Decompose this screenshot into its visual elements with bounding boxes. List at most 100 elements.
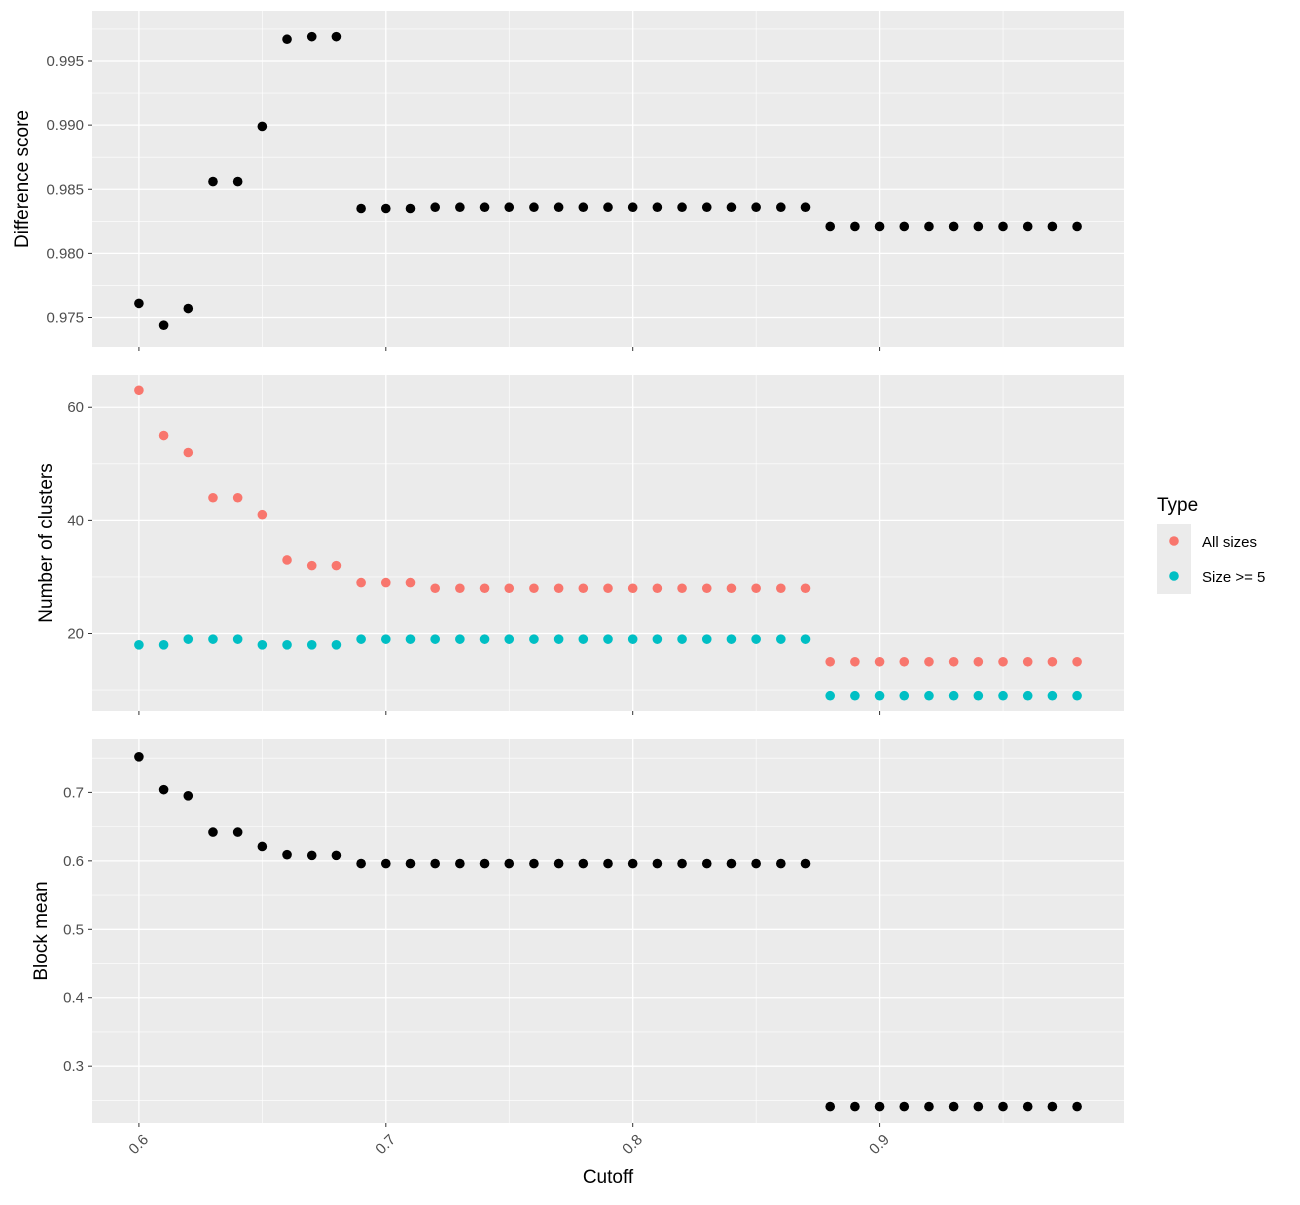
data-point bbox=[331, 560, 342, 571]
data-point bbox=[924, 690, 934, 701]
data-point bbox=[232, 634, 243, 644]
data-point bbox=[553, 634, 564, 644]
data-point bbox=[455, 202, 465, 213]
data-point bbox=[751, 583, 761, 594]
data-point bbox=[208, 827, 218, 837]
data-point bbox=[1047, 1101, 1058, 1112]
y-tick-label: 20 bbox=[67, 626, 84, 643]
legend-key-point bbox=[1169, 571, 1179, 581]
data-point bbox=[504, 583, 515, 594]
y-axis-title: Difference score bbox=[12, 110, 33, 248]
data-point bbox=[726, 634, 737, 644]
data-point bbox=[825, 656, 836, 667]
legend-key-point bbox=[1169, 536, 1179, 546]
data-point bbox=[776, 634, 786, 644]
data-point bbox=[134, 751, 144, 762]
data-point bbox=[850, 656, 860, 667]
data-point bbox=[899, 1101, 910, 1112]
data-point bbox=[1047, 656, 1058, 667]
data-point bbox=[973, 690, 984, 701]
data-point bbox=[924, 1101, 934, 1112]
data-point bbox=[1047, 690, 1058, 701]
x-tick-label: 0.6 bbox=[125, 1131, 152, 1158]
data-point bbox=[899, 221, 910, 232]
data-point bbox=[529, 858, 539, 869]
data-point bbox=[627, 202, 638, 213]
data-point bbox=[652, 634, 663, 644]
data-point bbox=[405, 577, 416, 588]
data-point bbox=[479, 634, 490, 644]
data-point bbox=[1072, 1101, 1082, 1112]
data-point bbox=[183, 447, 194, 458]
data-point bbox=[504, 202, 515, 213]
data-point bbox=[948, 690, 959, 701]
data-point bbox=[232, 492, 243, 503]
data-point bbox=[800, 583, 811, 594]
data-point bbox=[800, 202, 811, 213]
y-tick-label: 0.6 bbox=[63, 853, 84, 870]
data-point bbox=[899, 690, 910, 701]
data-point bbox=[380, 577, 391, 588]
data-point bbox=[356, 577, 366, 588]
data-point bbox=[529, 583, 539, 594]
data-point bbox=[973, 656, 984, 667]
data-point bbox=[924, 656, 934, 667]
panel-3: 0.3 0.4 0.5 0.6 0.7 Block mean bbox=[31, 739, 1124, 1127]
y-tick-label: 0.4 bbox=[63, 990, 84, 1007]
data-point bbox=[701, 583, 712, 594]
data-point bbox=[455, 858, 465, 869]
data-point bbox=[874, 1101, 885, 1112]
data-point bbox=[208, 492, 218, 503]
data-point bbox=[924, 221, 934, 232]
data-point bbox=[430, 583, 440, 594]
data-point bbox=[282, 34, 292, 45]
data-point bbox=[603, 202, 613, 213]
data-point bbox=[652, 858, 663, 869]
data-point bbox=[158, 430, 169, 441]
data-point bbox=[874, 656, 885, 667]
data-point bbox=[405, 858, 416, 869]
data-point bbox=[800, 634, 811, 644]
data-point bbox=[208, 176, 218, 187]
data-point bbox=[306, 850, 317, 861]
data-point bbox=[652, 583, 663, 594]
data-point bbox=[850, 690, 860, 701]
data-point bbox=[874, 221, 885, 232]
data-point bbox=[652, 202, 663, 213]
data-point bbox=[405, 203, 416, 214]
data-point bbox=[455, 634, 465, 644]
data-point bbox=[726, 583, 737, 594]
y-tick-label: 0.980 bbox=[46, 245, 84, 262]
data-point bbox=[1047, 221, 1058, 232]
data-point bbox=[356, 203, 366, 214]
data-point bbox=[677, 202, 687, 213]
series-points bbox=[134, 385, 1082, 667]
data-point bbox=[134, 640, 144, 650]
data-point bbox=[603, 858, 613, 869]
data-point bbox=[677, 583, 687, 594]
data-point bbox=[553, 858, 564, 869]
data-point bbox=[603, 583, 613, 594]
data-point bbox=[331, 850, 342, 861]
data-point bbox=[479, 202, 490, 213]
series-points bbox=[134, 751, 1082, 1112]
data-point bbox=[331, 31, 342, 42]
data-point bbox=[701, 858, 712, 869]
panel-1: 0.975 0.980 0.985 0.990 0.995 Difference scor… bbox=[12, 11, 1124, 351]
data-point bbox=[282, 640, 292, 650]
data-point bbox=[356, 858, 366, 869]
panel-background bbox=[92, 739, 1124, 1123]
data-point bbox=[751, 858, 761, 869]
data-point bbox=[158, 640, 169, 650]
y-tick-label: 0.990 bbox=[46, 117, 84, 134]
data-point bbox=[874, 690, 885, 701]
series-points bbox=[134, 31, 1082, 330]
data-point bbox=[1072, 656, 1082, 667]
data-point bbox=[257, 640, 268, 650]
data-point bbox=[973, 1101, 984, 1112]
data-point bbox=[134, 385, 144, 396]
data-point bbox=[504, 858, 515, 869]
data-point bbox=[998, 690, 1008, 701]
data-point bbox=[825, 1101, 836, 1112]
